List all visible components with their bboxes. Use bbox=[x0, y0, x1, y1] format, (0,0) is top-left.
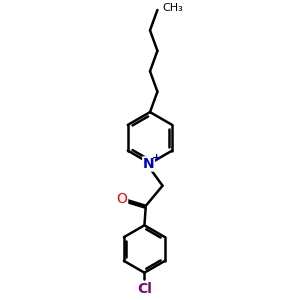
Text: N: N bbox=[143, 157, 154, 171]
Text: CH₃: CH₃ bbox=[163, 3, 183, 13]
Text: Cl: Cl bbox=[137, 283, 152, 296]
Text: O: O bbox=[117, 192, 128, 206]
Text: +: + bbox=[152, 153, 161, 163]
